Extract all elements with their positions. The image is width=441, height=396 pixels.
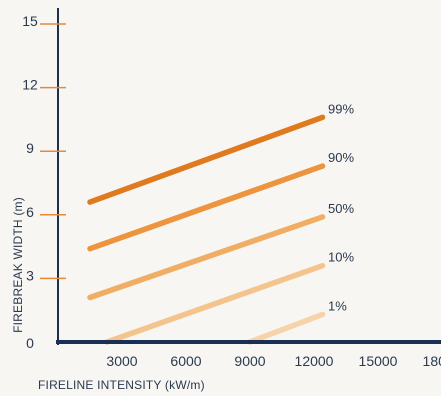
x-tick-label-18000: 18000: [423, 353, 441, 369]
series-line-1: [87, 114, 326, 205]
series-lines: [87, 114, 326, 345]
series-line-2: [87, 163, 326, 252]
x-tick-label-15000: 15000: [359, 353, 398, 369]
axes: [40, 8, 441, 345]
series-label-4: 10%: [328, 250, 354, 265]
series-line-5: [247, 311, 326, 345]
series-line-4: [104, 262, 326, 345]
y-tick-label-12: 12: [22, 77, 38, 93]
labels: 99% 90% 50% 10% 1% 0 3 6 9 12 15 3000 6000 9000 12000 1…: [22, 13, 441, 369]
y-tick-label-3: 3: [26, 267, 34, 283]
series-label-3: 50%: [328, 201, 354, 216]
y-axis-title: FIREBREAK WIDTH (m): [11, 197, 25, 333]
x-axis-title: FIRELINE INTENSITY (kW/m): [38, 378, 205, 392]
x-tick-label-6000: 6000: [170, 353, 201, 369]
y-tick-label-9: 9: [26, 140, 34, 156]
y-tick-label-15: 15: [22, 13, 38, 29]
x-tick-label-9000: 9000: [234, 353, 265, 369]
series-line-3: [87, 214, 326, 301]
y-tick-label-6: 6: [26, 204, 34, 220]
series-label-2: 90%: [328, 150, 354, 165]
x-tick-label-3000: 3000: [106, 353, 137, 369]
x-tick-label-12000: 12000: [295, 353, 334, 369]
series-label-5: 1%: [328, 298, 347, 313]
y-tick-label-0: 0: [26, 335, 34, 351]
series-label-1: 99%: [328, 101, 354, 116]
